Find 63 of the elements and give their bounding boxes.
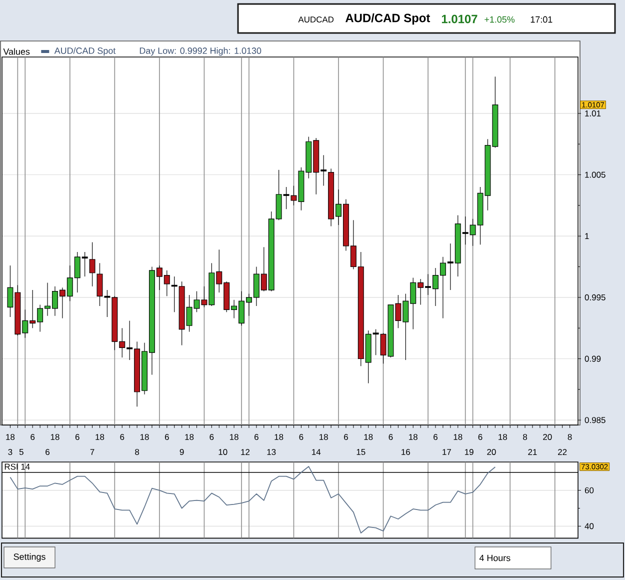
chart-title: AUD/CAD Spot (346, 13, 430, 25)
text: 8 (135, 448, 140, 455)
text: 17:01 (530, 16, 552, 23)
x-tick-label: 18 (498, 434, 507, 440)
x-tick-label: 6 (388, 434, 393, 440)
text: +1.05% (484, 16, 515, 23)
y-tick-label: 1 (585, 233, 589, 239)
legend-title: Values (3, 48, 30, 55)
x-tick-label: 18 (230, 434, 238, 440)
x-tick-label: 6 (478, 434, 482, 440)
x-tick-label: 6 (434, 434, 438, 440)
text: AUD/CAD Spot (54, 47, 116, 56)
x-tick-label: 6 (210, 434, 214, 440)
text: 22 (558, 449, 567, 455)
text: 6 (46, 448, 50, 455)
text: 1.0107 (442, 14, 478, 24)
x-tick-label: 18 (96, 434, 104, 440)
text: 14 (312, 449, 321, 455)
text: 9 (180, 448, 184, 455)
x-tick-label: 18 (50, 434, 60, 440)
text: 13 (267, 448, 276, 455)
y-tick-label: 0.985 (584, 417, 606, 424)
y-tick-label: 1.01 (585, 110, 601, 116)
text: 15 (356, 449, 366, 455)
text: Settings (14, 553, 46, 562)
text: 19 (465, 448, 474, 455)
x-tick-label: 18 (140, 434, 149, 440)
y-tick-label: 60 (584, 487, 594, 494)
x-tick-label: 20 (543, 434, 552, 440)
x-tick-label: 18 (320, 434, 328, 440)
text: Day Low: 0.9992 High: 1.0130 (140, 47, 262, 56)
text: 20 (487, 448, 496, 455)
x-tick-label: 18 (274, 434, 284, 440)
y-tick-label: 1.005 (585, 172, 606, 178)
text: 10 (218, 448, 228, 455)
x-tick-label: 6 (299, 434, 304, 440)
x-tick-label: 18 (364, 434, 373, 440)
x-tick-label: 6 (75, 434, 80, 440)
x-tick-label: 6 (30, 434, 35, 440)
text: 4 Hours (479, 554, 510, 562)
x-tick-label: 18 (185, 434, 194, 440)
y-tick-label: 0.995 (584, 294, 606, 300)
text: 21 (528, 449, 537, 455)
x-tick-label: 6 (164, 434, 169, 440)
x-tick-label: 18 (454, 434, 462, 440)
x-tick-label: 8 (523, 434, 528, 440)
x-tick-label: 6 (120, 434, 124, 440)
text: 16 (402, 448, 410, 455)
text: 17 (442, 449, 451, 455)
text: 5 (19, 449, 24, 455)
y-tick-label: 0.99 (584, 356, 601, 362)
x-tick-label: 6 (254, 434, 258, 440)
text: 7 (90, 449, 94, 455)
text: AUDCAD (298, 16, 334, 22)
x-tick-label: 6 (344, 434, 348, 440)
y-tick-label: 40 (584, 523, 594, 530)
x-tick-label: 18 (409, 434, 418, 440)
text: 12 (241, 449, 250, 455)
x-tick-label: 8 (568, 434, 572, 440)
chart-title: RSI 14 (4, 464, 30, 470)
text: 3 (8, 448, 12, 455)
x-tick-label: 18 (6, 434, 15, 440)
candlestick (89, 242, 96, 287)
